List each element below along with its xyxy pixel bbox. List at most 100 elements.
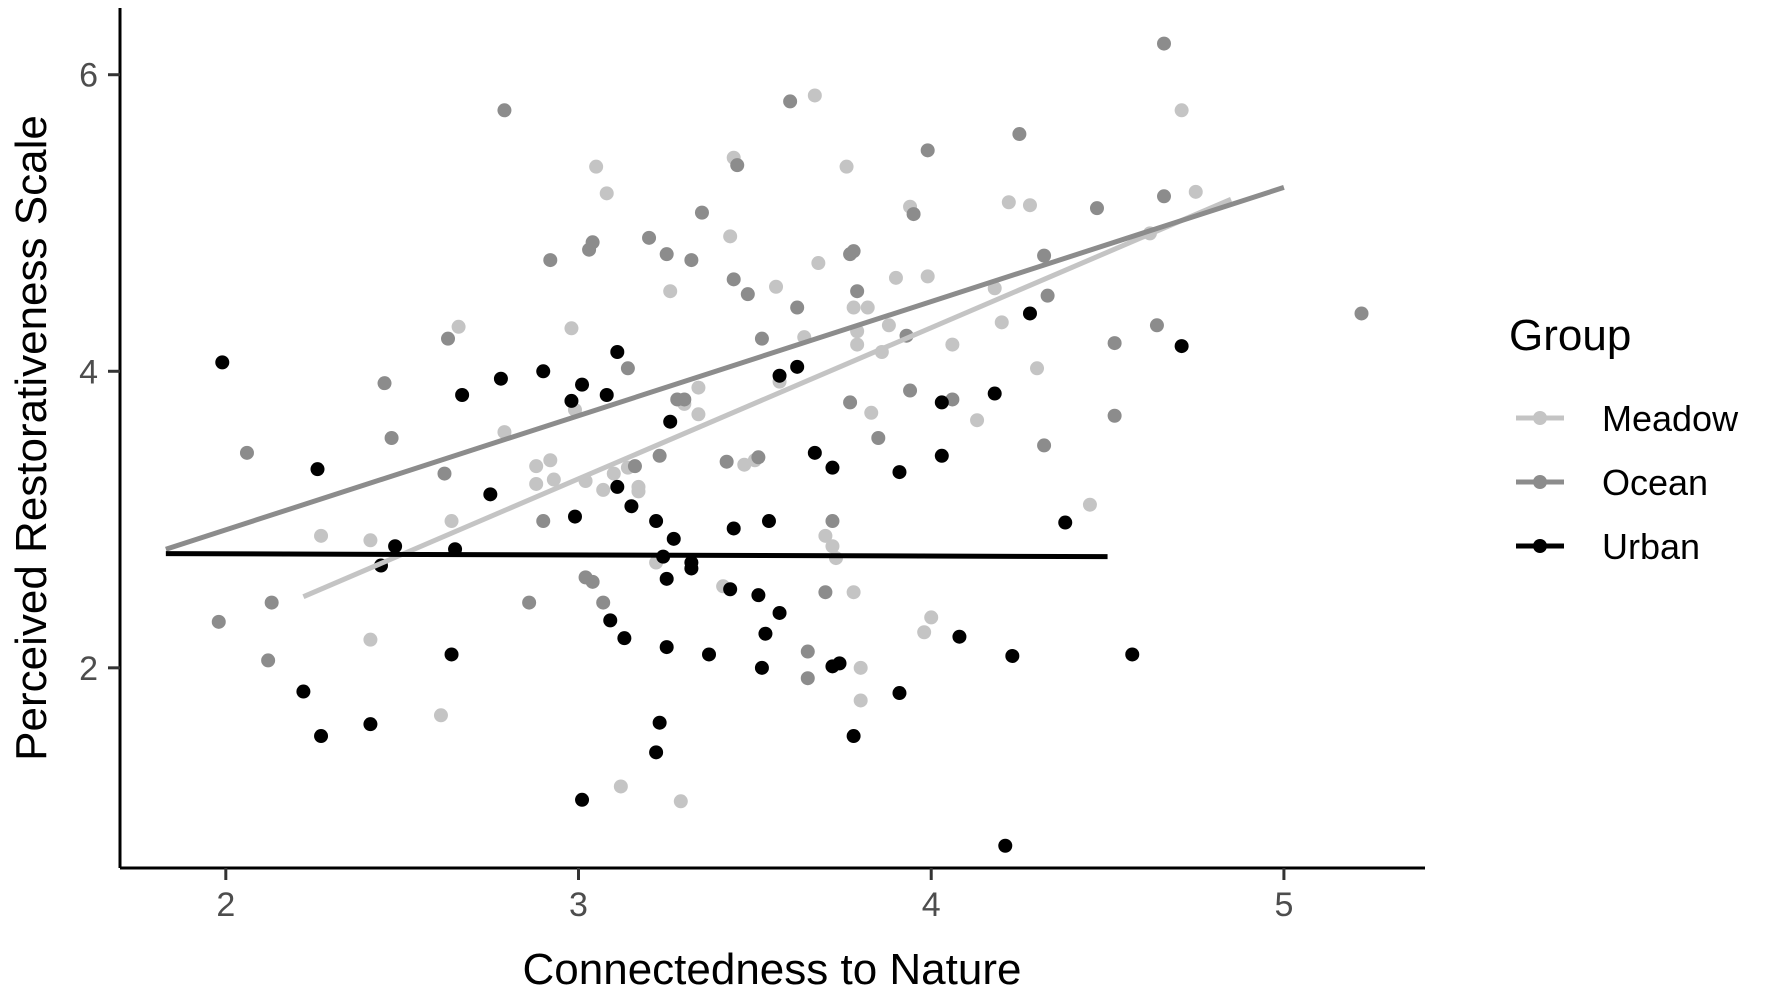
data-point [1107,408,1122,423]
data-point [497,425,512,440]
data-point [694,205,709,220]
y-tick-label: 4 [79,353,98,391]
data-point [684,253,699,268]
x-tick-label: 2 [216,886,235,924]
data-point [617,631,632,646]
x-tick-label: 4 [922,886,941,924]
data-point [917,625,932,640]
legend-label: Ocean [1602,462,1708,503]
data-point [702,647,717,662]
legend-items: Meadow Ocean Urban [1516,398,1739,567]
data-point [1037,248,1052,263]
data-point [945,392,960,407]
x-tick-label: 5 [1274,886,1293,924]
data-point [659,571,674,586]
legend-item-ocean: Ocean [1516,462,1708,503]
data-point [860,300,875,315]
data-point [673,794,688,809]
data-point [853,660,868,675]
data-point [567,509,582,524]
data-point [314,729,329,744]
data-point [546,472,561,487]
data-point [754,660,769,675]
data-point [239,445,254,460]
data-point [920,269,935,284]
series-ocean [211,36,1369,686]
data-point [945,337,960,352]
data-point [659,640,674,655]
data-point [751,588,766,603]
data-point [497,103,512,118]
data-point [952,629,967,644]
data-point [261,653,276,668]
data-point [620,361,635,376]
data-point [1040,288,1055,303]
data-point [363,533,378,548]
data-point [850,337,865,352]
data-point [853,693,868,708]
data-point [1354,306,1369,321]
data-point [1001,195,1016,210]
data-point [998,838,1013,853]
data-point [624,499,639,514]
data-point [455,388,470,402]
data-point [769,279,784,294]
axes: 2 3 4 5 2 4 6 Connectedness to Nature Perceiv… [7,8,1425,994]
data-point [832,656,847,671]
data-point [691,380,706,395]
x-tick-label: 3 [569,886,588,924]
data-point [871,431,886,445]
y-ticks: 2 4 6 [79,57,120,688]
data-point [807,445,822,460]
data-point [543,253,558,268]
data-point [543,453,558,468]
data-point [825,539,840,554]
data-point [599,388,614,402]
data-point [906,207,921,222]
series-meadow [314,88,1203,809]
data-point [892,465,907,480]
data-point [663,414,678,429]
data-point [684,555,699,570]
data-point [839,159,854,174]
data-point [441,331,456,346]
data-point [652,715,667,730]
legend-item-urban: Urban [1516,526,1700,567]
data-point [529,476,544,491]
data-point [677,392,692,407]
data-point [825,460,840,475]
data-point [846,729,861,744]
data-point [631,484,646,499]
data-point [1125,647,1140,662]
data-point [807,88,822,103]
data-point [1174,103,1189,118]
data-point [800,644,815,659]
data-point [1037,438,1052,453]
data-point [864,405,879,420]
data-point [603,613,618,628]
data-point [934,395,949,410]
data-point [1022,198,1037,213]
data-point [850,284,865,299]
legend-label: Meadow [1602,398,1739,439]
data-point [1174,339,1189,354]
legend-item-meadow: Meadow [1516,398,1739,439]
data-point [493,371,508,386]
data-point [924,610,939,625]
data-point [642,230,657,245]
data-point [888,270,903,285]
data-point [800,671,815,686]
series-urban [215,306,1189,853]
data-point [1149,318,1164,333]
data-point [659,247,674,262]
data-point [790,359,805,374]
data-point [772,605,787,620]
data-point [627,459,642,474]
data-point [846,300,861,315]
y-tick-label: 6 [79,57,98,95]
data-point [1058,515,1073,530]
data-point [751,450,766,465]
legend-title: Group [1509,311,1631,360]
x-axis-title: Connectedness to Nature [523,945,1022,994]
